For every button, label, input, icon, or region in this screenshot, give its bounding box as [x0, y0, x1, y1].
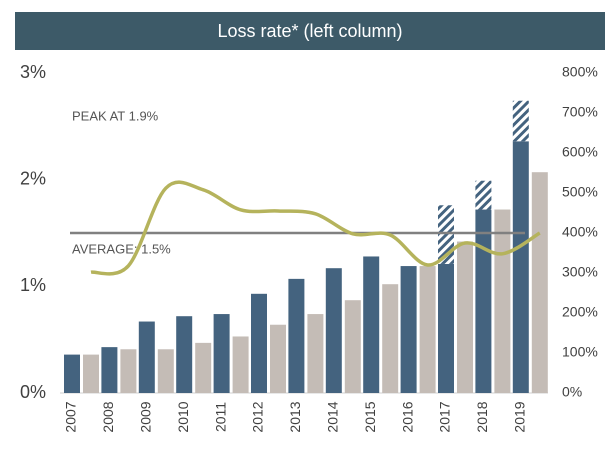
x-tick-label: 2012 [250, 401, 266, 432]
y-tick-label: 2% [20, 168, 46, 188]
bar [83, 354, 99, 393]
bar [419, 266, 436, 393]
x-tick-label: 2019 [512, 401, 528, 432]
y2-tick-label: 300% [562, 264, 598, 280]
y-tick-label: 1% [20, 275, 46, 295]
y2-tick-label: 400% [562, 224, 598, 240]
x-tick-label: 2011 [212, 402, 228, 432]
y-tick-label: 3% [20, 62, 46, 82]
bar [531, 172, 548, 393]
bar [101, 347, 118, 393]
line [90, 180, 541, 276]
bar [232, 336, 249, 393]
y2-tick-label: 700% [562, 104, 598, 120]
annotation: PEAK AT 1.9% [72, 108, 159, 123]
bar [494, 209, 511, 393]
bar [195, 342, 212, 393]
bar [157, 349, 174, 393]
bar [457, 241, 473, 393]
bar [475, 209, 492, 393]
bar [512, 100, 529, 142]
bar [307, 314, 324, 393]
x-tick-label: 2008 [100, 401, 116, 432]
x-tick-label: 2009 [138, 401, 154, 432]
y2-tick-label: 200% [562, 304, 598, 320]
bar [176, 316, 193, 393]
bar [288, 278, 305, 393]
x-tick-label: 2010 [175, 401, 191, 432]
y2-tick-label: 500% [562, 184, 598, 200]
x-tick-label: 2017 [437, 401, 453, 432]
x-tick-label: 2016 [399, 401, 415, 432]
bar [438, 205, 454, 264]
x-tick-label: 2013 [287, 401, 303, 432]
x-tick-label: 2015 [362, 401, 378, 432]
bar [438, 263, 454, 393]
chart-title: Loss rate* (left column) [217, 21, 402, 41]
bar [270, 324, 286, 393]
bar [64, 354, 80, 393]
y2-tick-label: 0% [562, 384, 582, 400]
bar [363, 256, 380, 393]
bar [344, 300, 361, 393]
bar [382, 284, 399, 393]
reference-label: AVERAGE: 1.5% [72, 241, 171, 256]
title-bar [15, 12, 605, 50]
bar [251, 293, 267, 393]
bar [400, 266, 417, 393]
bar [325, 268, 342, 393]
x-tick-label: 2018 [474, 401, 490, 432]
bar [213, 314, 230, 393]
bar [120, 349, 137, 393]
bar [475, 180, 492, 210]
y-tick-label: 0% [20, 382, 46, 402]
bar [138, 321, 155, 393]
y2-tick-label: 800% [562, 64, 598, 80]
bar [512, 141, 529, 393]
x-tick-label: 2007 [63, 401, 79, 432]
y2-tick-label: 600% [562, 144, 598, 160]
x-tick-label: 2014 [325, 401, 341, 432]
y2-tick-label: 100% [562, 344, 598, 360]
